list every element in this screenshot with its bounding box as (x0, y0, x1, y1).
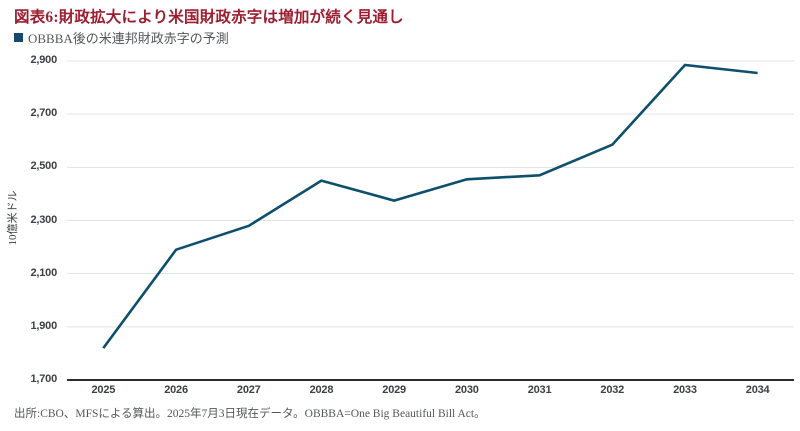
x-tick-label: 2029 (382, 384, 406, 396)
x-tick-label: 2031 (527, 384, 552, 396)
x-tick-label: 2032 (600, 384, 625, 396)
source-note: 出所:CBO、MFSによる算出。2025年7月3日現在データ。OBBBA=One… (14, 408, 486, 420)
x-tick-label: 2028 (309, 384, 334, 396)
x-tick-label: 2026 (164, 384, 188, 396)
deficit-series-line (102, 63, 758, 349)
y-tick-label: 1,700 (30, 373, 57, 385)
y-tick-label: 2,500 (30, 160, 57, 173)
legend-square-icon (14, 33, 23, 42)
x-tick-label: 2033 (673, 384, 697, 396)
y-tick-label: 2,900 (30, 54, 57, 66)
x-tick-label: 2030 (455, 384, 479, 396)
x-tick-label: 2027 (236, 384, 261, 396)
figure-title: 図表6:財政拡大により米国財政赤字は増加が続く見通し (14, 9, 404, 26)
y-tick-label: 2,100 (30, 266, 57, 279)
y-tick-label: 2,700 (30, 107, 57, 120)
y-tick-label: 1,900 (30, 319, 57, 332)
y-tick-label: 2,300 (30, 213, 57, 226)
x-tick-label: 2025 (91, 384, 116, 396)
figure-subtitle-text: OBBBA後の米連邦財政赤字の予測 (28, 31, 229, 46)
x-tick-label: 2034 (745, 384, 770, 396)
figure-subtitle: OBBBA後の米連邦財政赤字の予測 (14, 28, 229, 47)
